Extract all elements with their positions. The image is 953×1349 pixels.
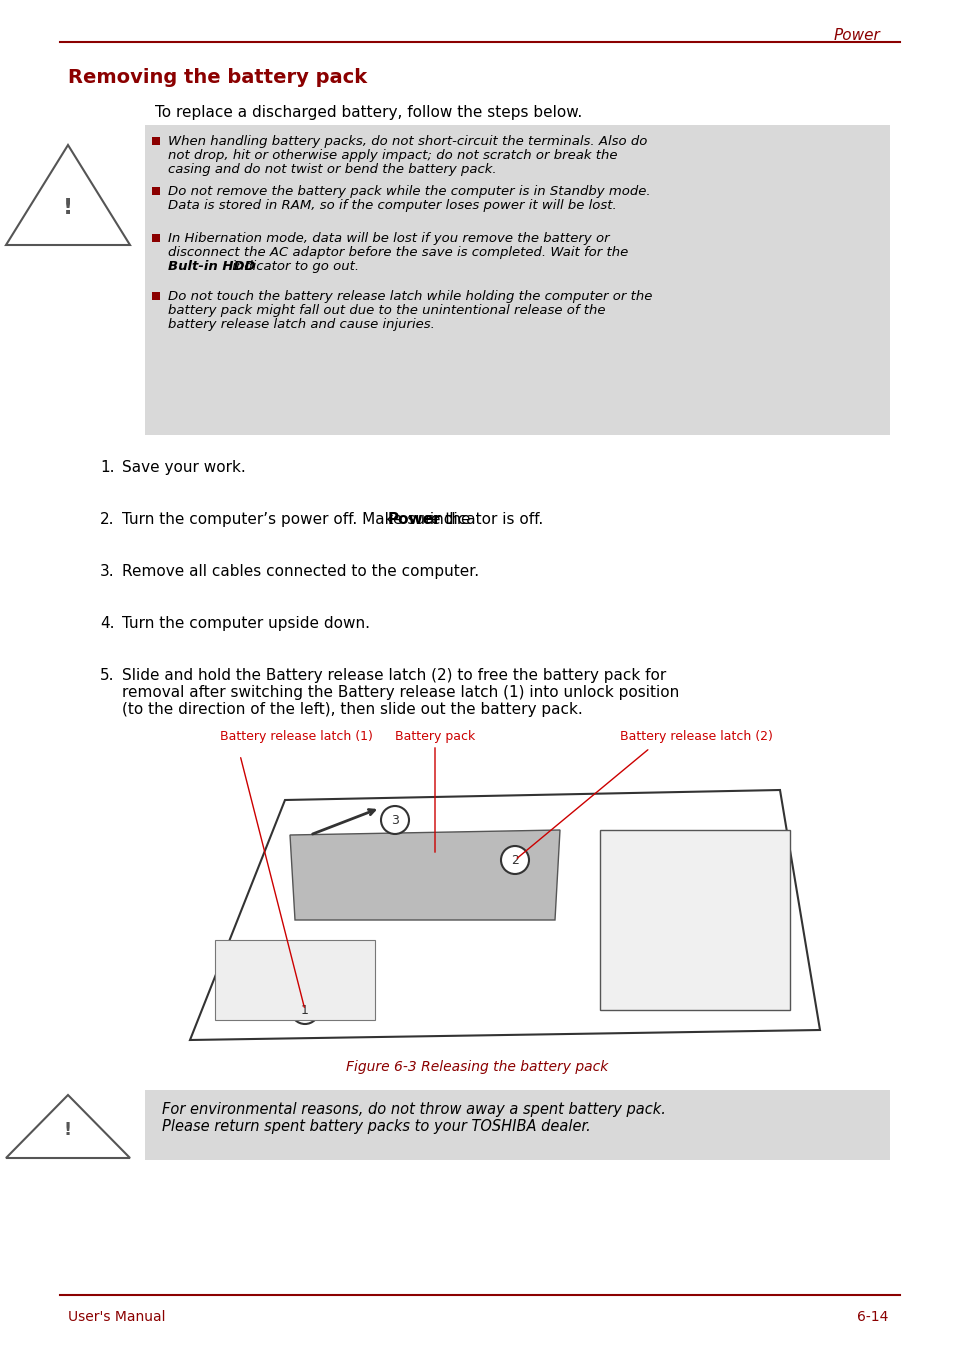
Text: Battery release latch (2): Battery release latch (2) [619,730,772,743]
Bar [599,830,789,1010]
Text: Remove all cables connected to the computer.: Remove all cables connected to the compu… [122,564,478,579]
Text: removal after switching the Battery release latch (1) into unlock position: removal after switching the Battery rele… [122,685,679,700]
Bar [152,138,160,144]
Text: Do not remove the battery pack while the computer is in Standby mode.: Do not remove the battery pack while the… [168,185,650,198]
Text: 1.: 1. [100,460,114,475]
Text: Figure 6-3 Releasing the battery pack: Figure 6-3 Releasing the battery pack [346,1060,607,1074]
Text: To replace a discharged battery, follow the steps below.: To replace a discharged battery, follow … [154,105,581,120]
Text: 3.: 3. [100,564,114,579]
Circle shape [380,805,409,834]
Text: Slide and hold the Battery release latch (2) to free the battery pack for: Slide and hold the Battery release latch… [122,668,665,683]
Polygon shape [6,144,130,246]
Text: Battery pack: Battery pack [395,730,475,743]
Text: battery release latch and cause injuries.: battery release latch and cause injuries… [168,318,435,331]
Bar [152,188,160,196]
Text: indicator is off.: indicator is off. [425,513,543,527]
Text: In Hibernation mode, data will be lost if you remove the battery or: In Hibernation mode, data will be lost i… [168,232,609,246]
Text: 6-14: 6-14 [856,1310,887,1323]
Text: !: ! [63,198,73,219]
Text: Data is stored in RAM, so if the computer loses power it will be lost.: Data is stored in RAM, so if the compute… [168,200,616,212]
Text: Do not touch the battery release latch while holding the computer or the: Do not touch the battery release latch w… [168,290,652,304]
Text: 2.: 2. [100,513,114,527]
Text: 2: 2 [511,854,518,867]
Text: Power: Power [387,513,440,527]
FancyBboxPatch shape [145,1090,889,1160]
Circle shape [500,846,529,874]
Bar [152,291,160,299]
Circle shape [291,996,318,1024]
Text: Turn the computer upside down.: Turn the computer upside down. [122,616,370,631]
Text: User's Manual: User's Manual [68,1310,165,1323]
Text: Bult-in HDD: Bult-in HDD [168,260,255,272]
Text: battery pack might fall out due to the unintentional release of the: battery pack might fall out due to the u… [168,304,605,317]
Text: Save your work.: Save your work. [122,460,246,475]
Text: Removing the battery pack: Removing the battery pack [68,67,367,86]
Text: disconnect the AC adaptor before the save is completed. Wait for the: disconnect the AC adaptor before the sav… [168,246,628,259]
Text: indicator to go out.: indicator to go out. [228,260,358,272]
FancyBboxPatch shape [145,125,889,434]
Bar [152,233,160,241]
Text: Turn the computer’s power off. Make sure the: Turn the computer’s power off. Make sure… [122,513,475,527]
Text: 1: 1 [301,1005,309,1017]
Text: (to the direction of the left), then slide out the battery pack.: (to the direction of the left), then sli… [122,701,582,718]
Polygon shape [190,791,820,1040]
Text: casing and do not twist or bend the battery pack.: casing and do not twist or bend the batt… [168,163,497,175]
Polygon shape [6,1095,130,1157]
Text: !: ! [64,1121,72,1139]
Text: Battery release latch (1): Battery release latch (1) [220,730,373,743]
Polygon shape [290,830,559,920]
Text: For environmental reasons, do not throw away a spent battery pack.
Please return: For environmental reasons, do not throw … [162,1102,665,1135]
Bar [214,940,375,1020]
Text: not drop, hit or otherwise apply impact; do not scratch or break the: not drop, hit or otherwise apply impact;… [168,148,617,162]
Text: 3: 3 [391,815,398,827]
Text: 4.: 4. [100,616,114,631]
Text: Power: Power [832,28,879,43]
Text: 5.: 5. [100,668,114,683]
Text: When handling battery packs, do not short-circuit the terminals. Also do: When handling battery packs, do not shor… [168,135,647,148]
